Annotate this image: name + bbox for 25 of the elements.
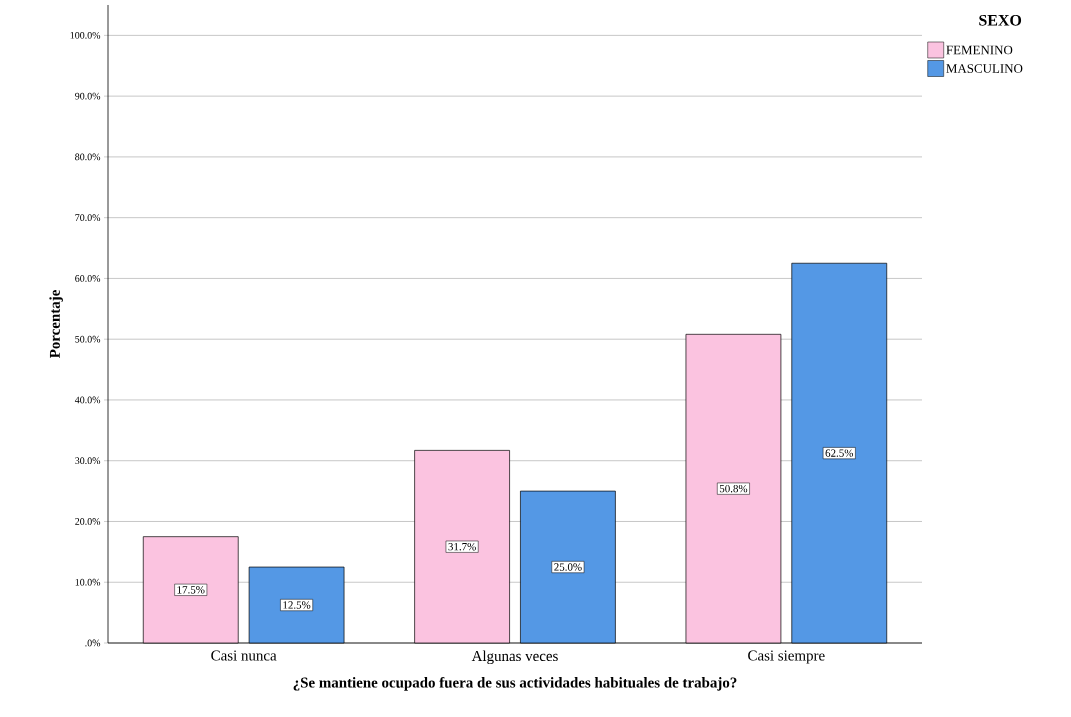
data-label: 25.0% xyxy=(554,563,582,571)
legend-label: MASCULINO xyxy=(946,64,1023,73)
x-axis-title: ¿Se mantiene ocupado fuera de sus actividades habituales de trabajo? xyxy=(293,676,737,691)
y-tick-label: 50.0% xyxy=(75,335,101,343)
y-tick-label: 10.0% xyxy=(75,578,101,586)
legend-title: SEXO xyxy=(979,14,1022,26)
data-label: 31.7% xyxy=(448,542,476,551)
y-tick-label: 40.0% xyxy=(74,396,101,404)
y-tick-label: 20.0% xyxy=(75,518,101,525)
y-tick-label: 60.0% xyxy=(75,275,101,282)
y-tick-label: 30.0% xyxy=(75,457,101,465)
x-tick-label: Casi siempre xyxy=(748,650,825,664)
data-label: 12.5% xyxy=(283,601,311,609)
data-label: 62.5% xyxy=(825,449,854,457)
y-tick-label: 100.0% xyxy=(70,31,101,39)
y-tick-label: 90.0% xyxy=(75,92,101,100)
y-tick-label: 70.0% xyxy=(75,214,101,222)
x-tick-label: Algunas veces xyxy=(471,650,558,665)
data-label: 50.8% xyxy=(719,484,748,493)
y-tick-label: .0% xyxy=(85,639,101,647)
y-axis-title: Porcentaje xyxy=(49,290,63,359)
data-label: 17.5% xyxy=(177,586,205,594)
x-tick-label: Casi nunca xyxy=(211,650,277,661)
legend-label: FEMENINO xyxy=(946,45,1013,55)
y-tick-label: 80.0% xyxy=(75,153,101,161)
